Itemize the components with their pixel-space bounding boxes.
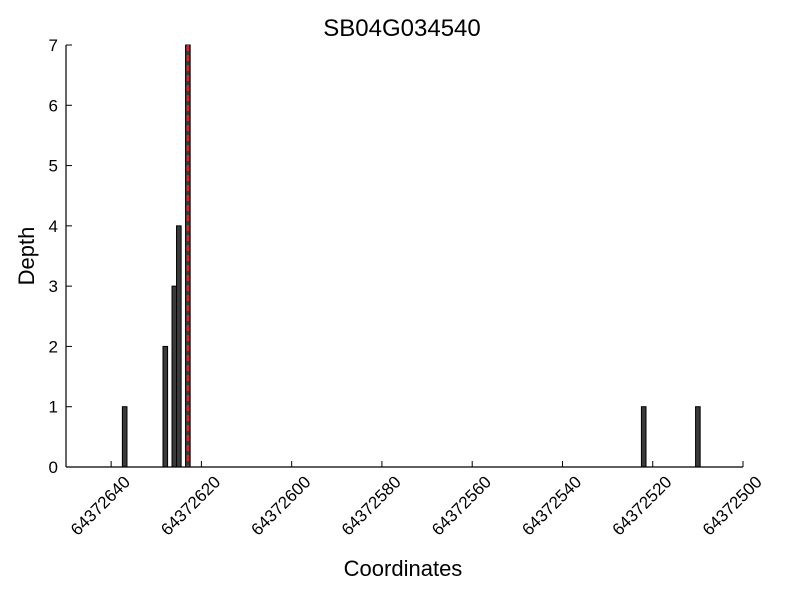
bar-5 [640, 406, 647, 468]
x-tick-label-64372520: 64372520 [609, 472, 676, 539]
x-axis-label: Coordinates [344, 556, 463, 581]
y-axis-label: Depth [14, 227, 39, 286]
x-tick-label-64372640: 64372640 [67, 472, 134, 539]
bar-2 [171, 285, 178, 468]
x-tick-label-64372600: 64372600 [248, 472, 315, 539]
chart-title: SB04G034540 [323, 15, 480, 42]
x-tick-label-64372560: 64372560 [428, 472, 495, 539]
x-tick-label-64372620: 64372620 [157, 472, 224, 539]
bar-3 [176, 225, 182, 468]
bar-6 [695, 406, 701, 468]
x-tick-label-64372540: 64372540 [518, 472, 585, 539]
bar-1 [162, 345, 169, 468]
bar-0 [121, 406, 128, 468]
y-tick-label-1: 1 [49, 398, 58, 417]
y-tick-label-3: 3 [49, 277, 58, 296]
plot-area: 0 1 2 3 4 5 6 7 64372640 64372620 64372600 64372580… [49, 36, 766, 539]
y-tick-label-6: 6 [49, 96, 58, 115]
x-tick-label-64372580: 64372580 [338, 472, 405, 539]
y-tick-label-2: 2 [49, 337, 58, 356]
y-tick-label-0: 0 [49, 458, 58, 477]
y-tick-label-7: 7 [49, 36, 58, 55]
y-tick-label-4: 4 [49, 217, 58, 236]
y-tick-label-5: 5 [49, 157, 58, 176]
x-tick-label-64372500: 64372500 [699, 472, 766, 539]
